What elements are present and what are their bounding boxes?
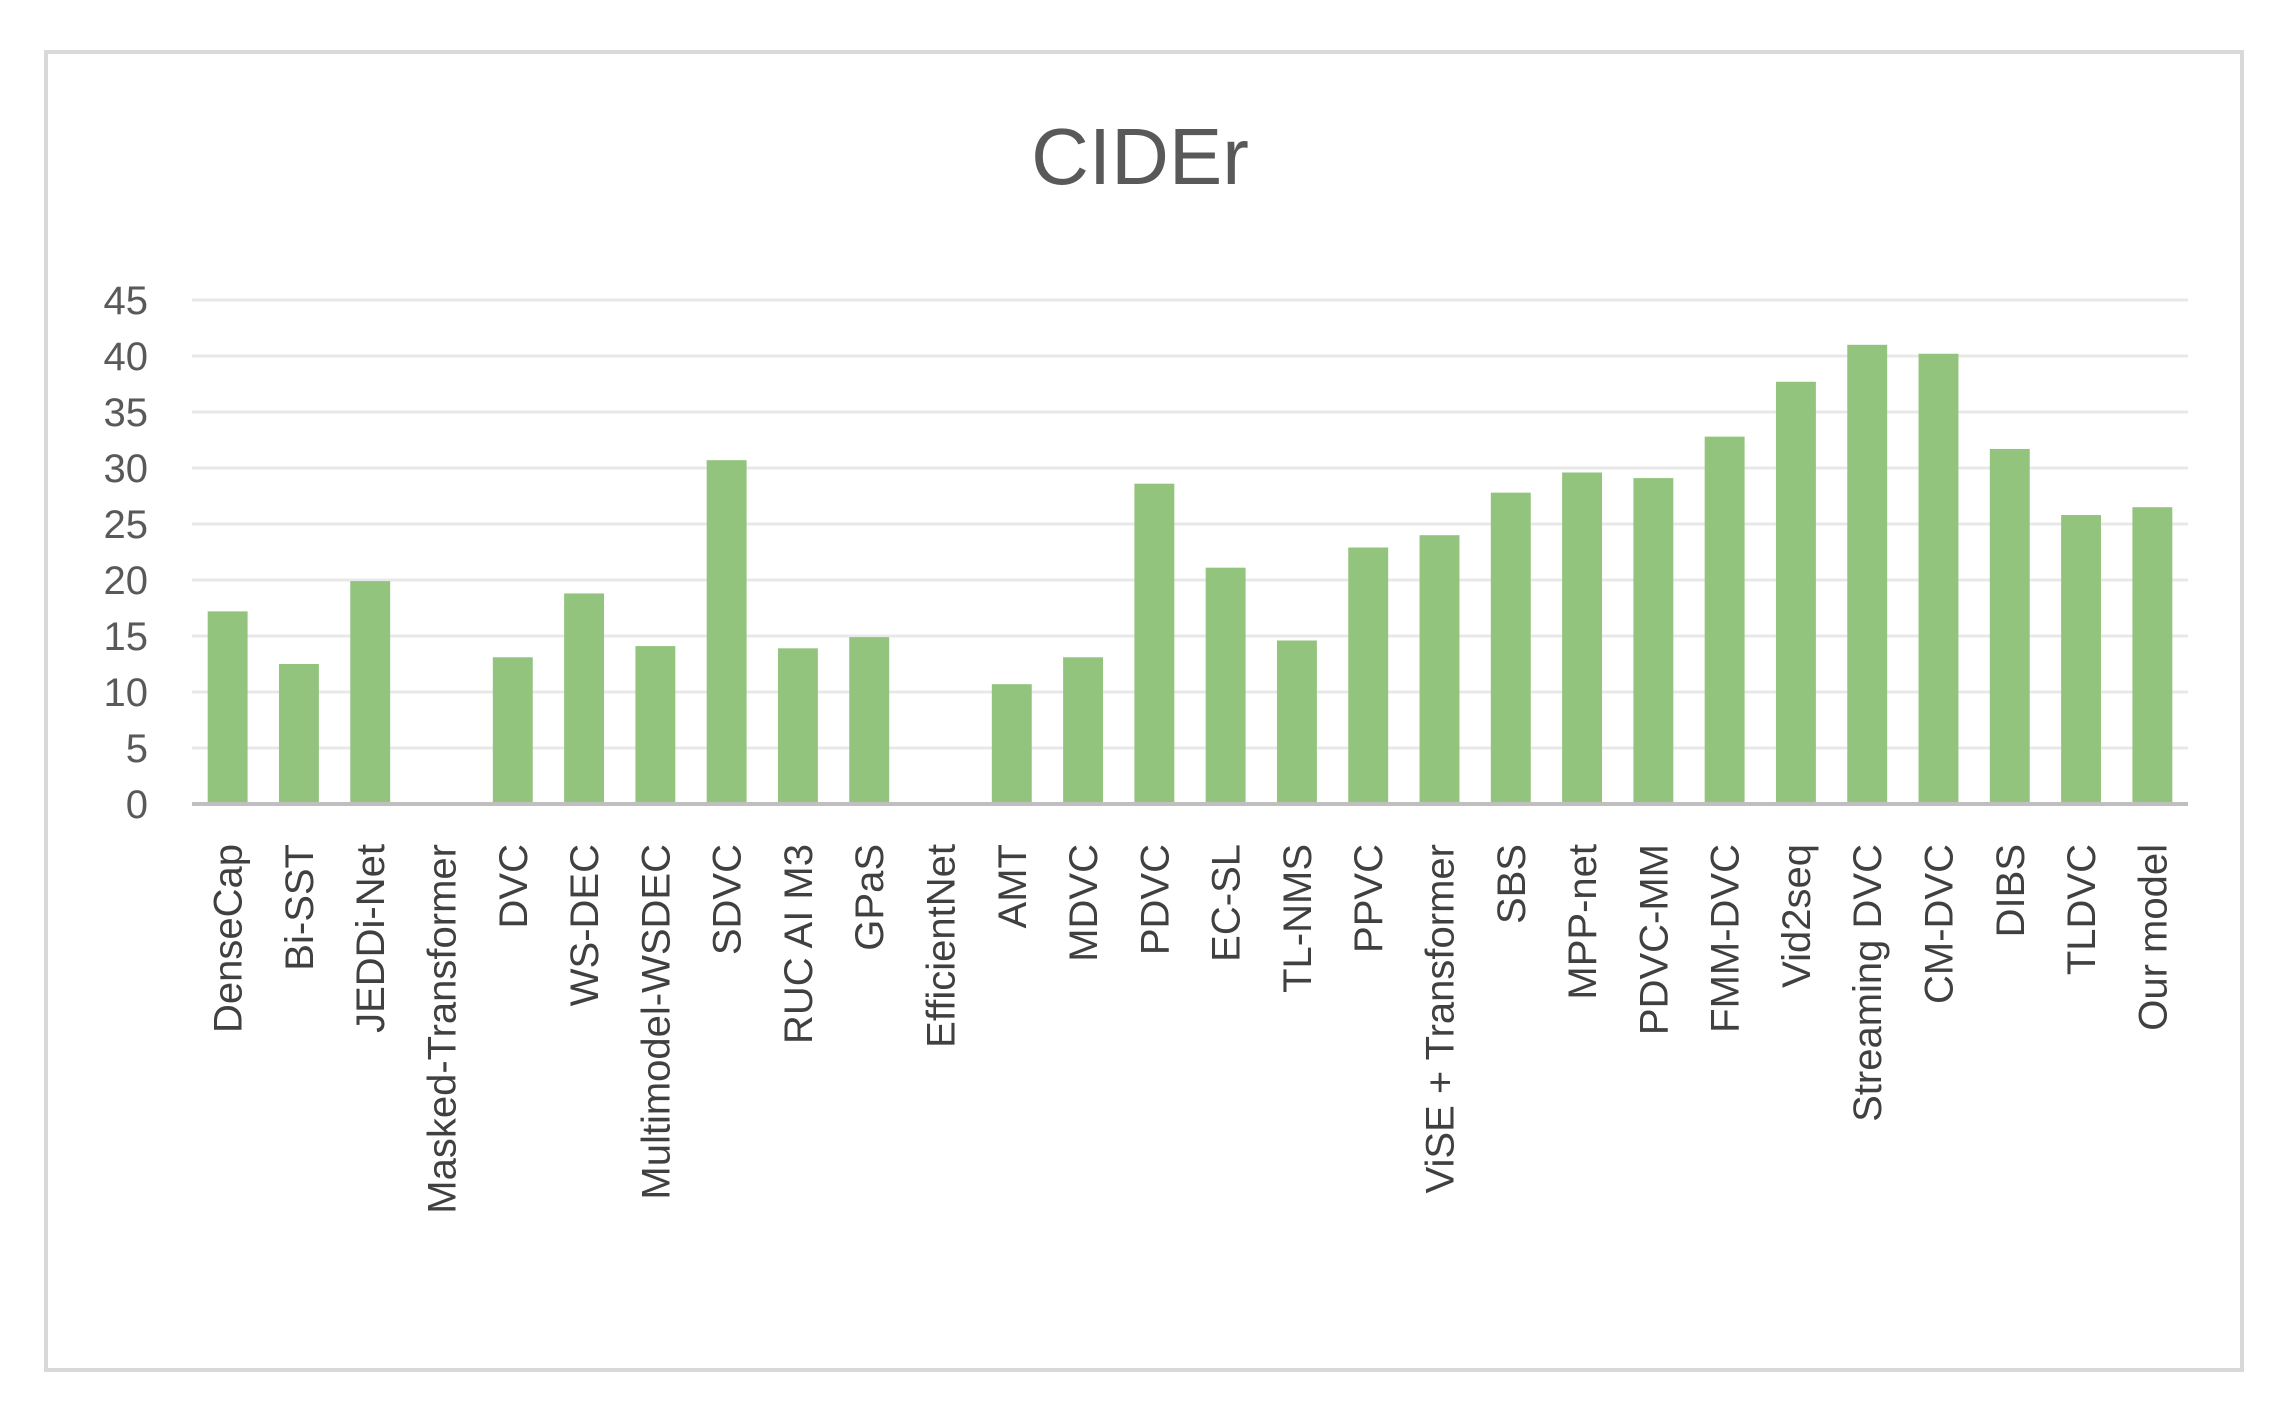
x-category-label: PDVC [1133, 844, 1177, 955]
bar [1276, 640, 1317, 804]
cider-bar-chart: CIDEr 0 5 10 15 20 25 30 35 40 45 DenseCap Bi-SST J… [104, 112, 2188, 1214]
x-category-label: FMM-DVC [1704, 844, 1748, 1033]
x-category-label: PDVC-MM [1632, 844, 1676, 1035]
x-category-label: SDVC [706, 844, 750, 955]
bars [207, 344, 2173, 804]
bar [777, 648, 818, 804]
bar [1847, 344, 1888, 804]
x-category-label: GPaS [848, 844, 892, 951]
x-category-label: DenseCap [207, 844, 251, 1033]
x-category-label: EC-SL [1205, 844, 1249, 962]
x-category-label: MDVC [1062, 844, 1106, 962]
bar [1419, 535, 1460, 804]
y-tick-label: 25 [104, 503, 149, 547]
bar [1989, 448, 2030, 804]
x-category-label: Streaming DVC [1846, 844, 1890, 1122]
bar [1633, 478, 1674, 804]
x-category-label: DVC [492, 844, 536, 928]
y-tick-label: 45 [104, 279, 149, 323]
x-category-label: TLDVC [2060, 844, 2104, 975]
bar [1562, 472, 1603, 804]
bar [207, 611, 248, 804]
y-tick-label: 40 [104, 335, 149, 379]
x-category-label: ViSE + Transformer [1419, 844, 1463, 1193]
x-category-label: MPP-net [1561, 844, 1605, 1000]
x-category-label: RUC AI M3 [777, 844, 821, 1044]
x-axis-categories: DenseCap Bi-SST JEDDi-Net Masked-Transforme… [207, 844, 2176, 1214]
chart-title: CIDEr [1031, 112, 1249, 201]
y-tick-label: 35 [104, 391, 149, 435]
bar [706, 460, 747, 804]
x-category-label: Bi-SST [278, 844, 322, 971]
x-category-label: Multimodel-WSDEC [634, 844, 678, 1200]
bar [2061, 515, 2102, 804]
x-category-label: Masked-Transformer [421, 844, 465, 1214]
bar [991, 684, 1032, 804]
bar [1918, 353, 1959, 804]
x-category-label: SBS [1490, 844, 1534, 924]
x-category-label: Vid2seq [1775, 844, 1819, 988]
bar [2132, 507, 2173, 804]
x-category-label: AMT [991, 844, 1035, 928]
x-category-label: PPVC [1347, 844, 1391, 953]
bar [1063, 657, 1104, 804]
bar [278, 664, 319, 804]
bar [1490, 492, 1531, 804]
bar [350, 581, 391, 804]
bar [1134, 483, 1175, 804]
bar [1205, 567, 1246, 804]
x-category-label: EfficientNet [920, 844, 964, 1048]
y-tick-label: 10 [104, 671, 149, 715]
y-tick-label: 5 [126, 727, 148, 771]
bar [1704, 436, 1745, 804]
gridlines [192, 298, 2188, 750]
y-tick-label: 20 [104, 559, 149, 603]
x-category-label: JEDDi-Net [349, 844, 393, 1033]
bar [492, 657, 533, 804]
y-tick-label: 0 [126, 783, 148, 827]
bar [635, 646, 676, 804]
y-tick-label: 15 [104, 615, 149, 659]
x-category-label: DIBS [1989, 844, 2033, 937]
x-category-label: CM-DVC [1918, 844, 1962, 1004]
bar [564, 593, 605, 804]
bar [1348, 547, 1389, 804]
y-tick-label: 30 [104, 447, 149, 491]
bar [1775, 381, 1816, 804]
x-category-label: TL-NMS [1276, 844, 1320, 993]
chart-frame: CIDEr 0 5 10 15 20 25 30 35 40 45 DenseCap Bi-SST J… [44, 50, 2244, 1372]
bar [849, 637, 890, 804]
x-category-label: WS-DEC [563, 844, 607, 1006]
y-axis-ticks: 0 5 10 15 20 25 30 35 40 45 [104, 279, 149, 827]
x-category-label: Our model [2131, 844, 2175, 1031]
